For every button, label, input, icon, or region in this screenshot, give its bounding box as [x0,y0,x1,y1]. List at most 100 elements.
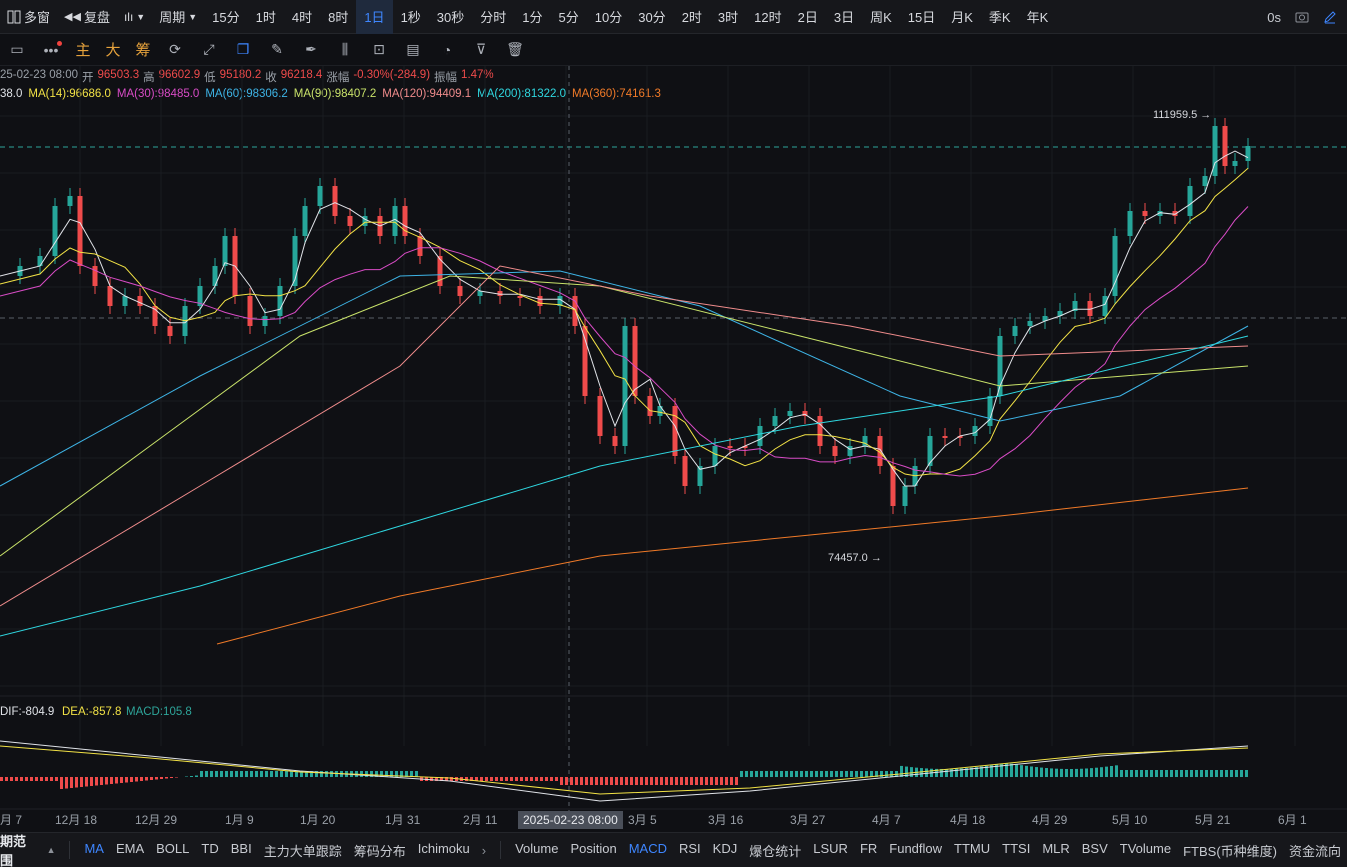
sub-indicator-list: Volume Position MACD RSI KDJ 爆仓统计 LSUR FR Fundfl… [509,841,1347,860]
macd-bar [295,771,298,777]
period-option[interactable]: 2时 [681,10,702,25]
indicator-option[interactable]: BBI [230,840,252,856]
indicator-option[interactable]: MACD [628,840,667,856]
chevron-up-icon[interactable]: ▲ [46,845,56,855]
candle-body [277,286,283,316]
note-tool-button[interactable]: ▤ [396,34,430,66]
macd-bar [1105,766,1108,777]
period-option[interactable]: 季K [988,10,1011,25]
candle-body [862,436,868,446]
line-tool-button[interactable]: ⤢ [192,34,226,66]
period-option[interactable]: 8时 [328,10,349,25]
ma200-line [0,335,1249,637]
indicator-option[interactable]: Position [570,840,617,856]
period-option[interactable]: 2日 [797,10,818,25]
period-option[interactable]: 周K [870,10,892,25]
period-option[interactable]: 30秒 [436,10,465,25]
macd-bar [995,764,998,777]
candle-body [1245,146,1251,161]
candlestick-chart[interactable]: 111959.5 → 74457.0 → DIF:-804.9 DEA:-857.8 M… [0,66,1347,832]
period-option[interactable]: 1时 [255,10,276,25]
dif-line [0,740,1249,802]
indicator-option[interactable]: Ichimoku [417,840,470,856]
camera-icon[interactable] [1295,10,1309,24]
indicator-option[interactable]: 资金流向 [1288,843,1341,859]
indicator-option[interactable]: KDJ [712,840,738,856]
position-tool-button[interactable]: ⊡ [362,34,396,66]
indicator-option[interactable]: TTSI [1002,840,1031,856]
candle-body [497,291,503,296]
ruler-tool-button[interactable]: ✎ [260,34,294,66]
replay-button[interactable]: ◀◀ 复盘 [57,0,117,34]
filter-tool-button[interactable]: ⊽ [464,34,498,66]
period-option[interactable]: 5分 [558,10,579,25]
period-option[interactable]: 3时 [717,10,739,25]
indicator-option[interactable]: LSUR [813,840,848,856]
chevron-right-icon[interactable]: › [481,842,487,858]
indicator-option[interactable]: TVolume [1119,840,1172,856]
indicator-option[interactable]: 筹码分布 [353,843,406,859]
pen-tool-button[interactable]: ✒ [294,34,328,66]
candle-body [247,296,253,326]
copy-tool-button[interactable]: ❐ [226,34,260,66]
indicator-option[interactable]: Volume [515,840,559,856]
indicator-option[interactable]: MA [84,840,104,856]
period-option[interactable]: 15日 [907,10,936,25]
period-option[interactable]: 12时 [754,10,782,25]
delete-tool-button[interactable]: 🗑 [498,34,532,66]
x-axis-label: 12月 29 [135,813,177,827]
macd-bar [1050,768,1053,777]
range-button[interactable]: 期范围 [0,834,27,867]
macd-bar [875,771,878,777]
macd-bar [110,777,113,784]
chart-type-button[interactable]: ılı ▼ [117,0,152,34]
indicator-option[interactable]: 主力大单跟踪 [263,843,342,859]
macd-bar [1245,770,1248,777]
indicator-option[interactable]: Fundflow [889,840,943,856]
indicator-option[interactable]: MLR [1042,840,1070,856]
indicator-option[interactable]: EMA [115,840,145,856]
indicator-option[interactable]: BOLL [156,840,190,856]
indicator-option[interactable]: 爆仓统计 [749,843,802,859]
period-option[interactable]: 年K [1026,10,1049,25]
macd-bar [245,771,248,777]
period-option[interactable]: 15分 [212,10,240,25]
period-option[interactable]: 3日 [833,10,855,25]
macd-bar [805,771,808,777]
indicator-option[interactable]: FR [859,840,878,856]
macd-bar [820,771,823,777]
period-option[interactable]: 1分 [522,10,543,25]
more-button[interactable]: ••• [34,34,68,66]
indicator-option[interactable]: TD [201,840,219,856]
period-option[interactable]: 1秒 [400,10,421,25]
period-option[interactable]: 30分 [638,10,666,25]
indicator-option[interactable]: TTMU [954,840,991,856]
main-chart-button[interactable]: 主 [75,42,91,59]
period-option[interactable]: 分时 [480,10,507,25]
sync-tool-button[interactable]: ⟳ [158,34,192,66]
macd-dea: DEA:-857.8 [62,706,121,718]
edit-icon[interactable] [1323,10,1337,24]
macd-bar [645,777,648,785]
indicator-option[interactable]: FTBS(币种维度) [1183,843,1277,859]
bars-tool-button[interactable]: ⫼ [328,34,362,66]
candle-body [787,411,793,416]
period-option[interactable]: 1日 [356,0,393,34]
macd-bar [385,771,388,777]
candle-body [332,186,338,216]
macd-bar [675,777,678,785]
chips-button[interactable]: 筹 [135,42,151,59]
period-option[interactable]: 月K [951,10,973,25]
big-order-button[interactable]: 大 [105,42,121,59]
period-option[interactable]: 10分 [594,10,623,25]
magnet-tool-button[interactable]: ◔ [430,34,464,66]
sync-icon: ⟳ [169,41,181,57]
macd-bar [580,777,583,785]
multi-window-button[interactable]: 多窗 [0,0,57,34]
indicator-option[interactable]: BSV [1081,840,1108,856]
indicator-option[interactable]: RSI [679,840,701,856]
candle-body [1222,126,1228,166]
period-option[interactable]: 4时 [291,10,313,25]
rectangle-tool-button[interactable]: ▭ [0,34,34,66]
period-dropdown[interactable]: 周期 ▼ [152,0,204,34]
